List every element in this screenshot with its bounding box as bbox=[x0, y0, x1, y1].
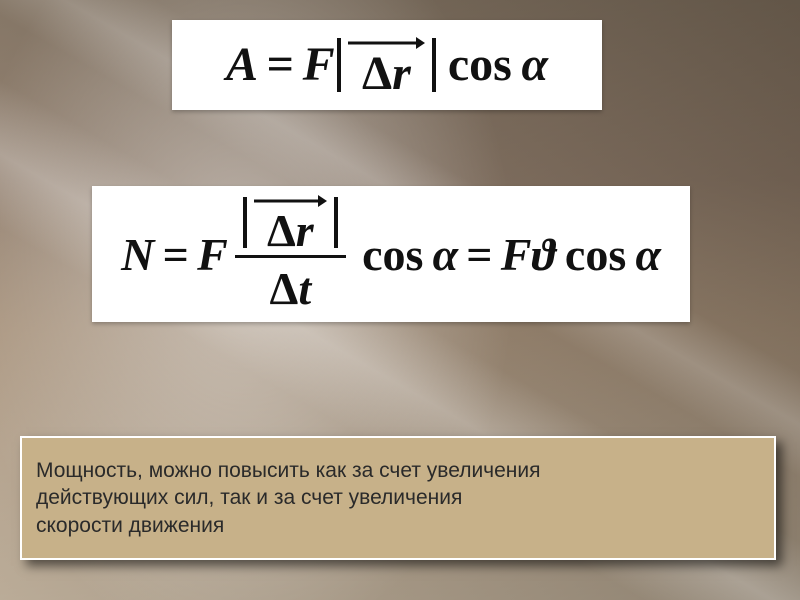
sym-delta-2: Δ bbox=[267, 205, 296, 256]
fraction-numerator: Δr bbox=[235, 191, 346, 253]
sym-alpha-3: α bbox=[626, 228, 661, 281]
fn-cos-2: cos bbox=[353, 228, 424, 281]
vector-delta-r-2: Δr bbox=[254, 193, 328, 251]
sym-A: A bbox=[226, 37, 258, 92]
vector-arrow-icon bbox=[348, 35, 425, 52]
sym-alpha: α bbox=[512, 37, 548, 92]
formula-work: A = F Δr cos α bbox=[172, 20, 602, 110]
formula-power-math: N = F Δr Δt bbox=[121, 191, 661, 317]
vector-arrow-icon-2 bbox=[254, 193, 328, 210]
fn-cos-3: cos bbox=[556, 228, 627, 281]
sym-delta: Δ bbox=[362, 47, 392, 100]
fraction: Δr Δt bbox=[235, 191, 346, 317]
sym-delta-3: Δ bbox=[270, 262, 299, 315]
sym-F-2: F bbox=[501, 228, 532, 281]
slide: A = F Δr cos α N = F bbox=[0, 0, 800, 600]
sym-v: ϑ bbox=[531, 228, 555, 281]
text-line-1: Мощность, можно повысить как за счет уве… bbox=[36, 459, 541, 482]
sym-F-1: F bbox=[197, 228, 228, 281]
magnitude-delta-r: Δr bbox=[337, 35, 437, 95]
sym-alpha-2: α bbox=[423, 228, 458, 281]
sym-eq-1: = bbox=[154, 228, 197, 281]
formula-work-math: A = F Δr cos α bbox=[226, 35, 548, 95]
sym-eq: = bbox=[258, 37, 303, 92]
vector-delta-r: Δr bbox=[348, 35, 425, 95]
explanation-textbox: Мощность, можно повысить как за счет уве… bbox=[20, 436, 776, 560]
fn-cos: cos bbox=[438, 37, 512, 92]
sym-r-2: r bbox=[296, 205, 314, 256]
sym-N: N bbox=[121, 228, 154, 281]
sym-eq-2: = bbox=[458, 228, 501, 281]
magnitude-delta-r-2: Δr bbox=[243, 193, 339, 251]
sym-r: r bbox=[392, 47, 411, 100]
text-line-2: действующих сил, так и за счет увеличени… bbox=[36, 486, 462, 509]
formula-power: N = F Δr Δt bbox=[92, 186, 690, 322]
sym-t: t bbox=[298, 262, 311, 315]
text-line-3: скорости движения bbox=[36, 514, 224, 537]
sym-F: F bbox=[303, 37, 335, 92]
fraction-denominator: Δt bbox=[264, 260, 318, 317]
